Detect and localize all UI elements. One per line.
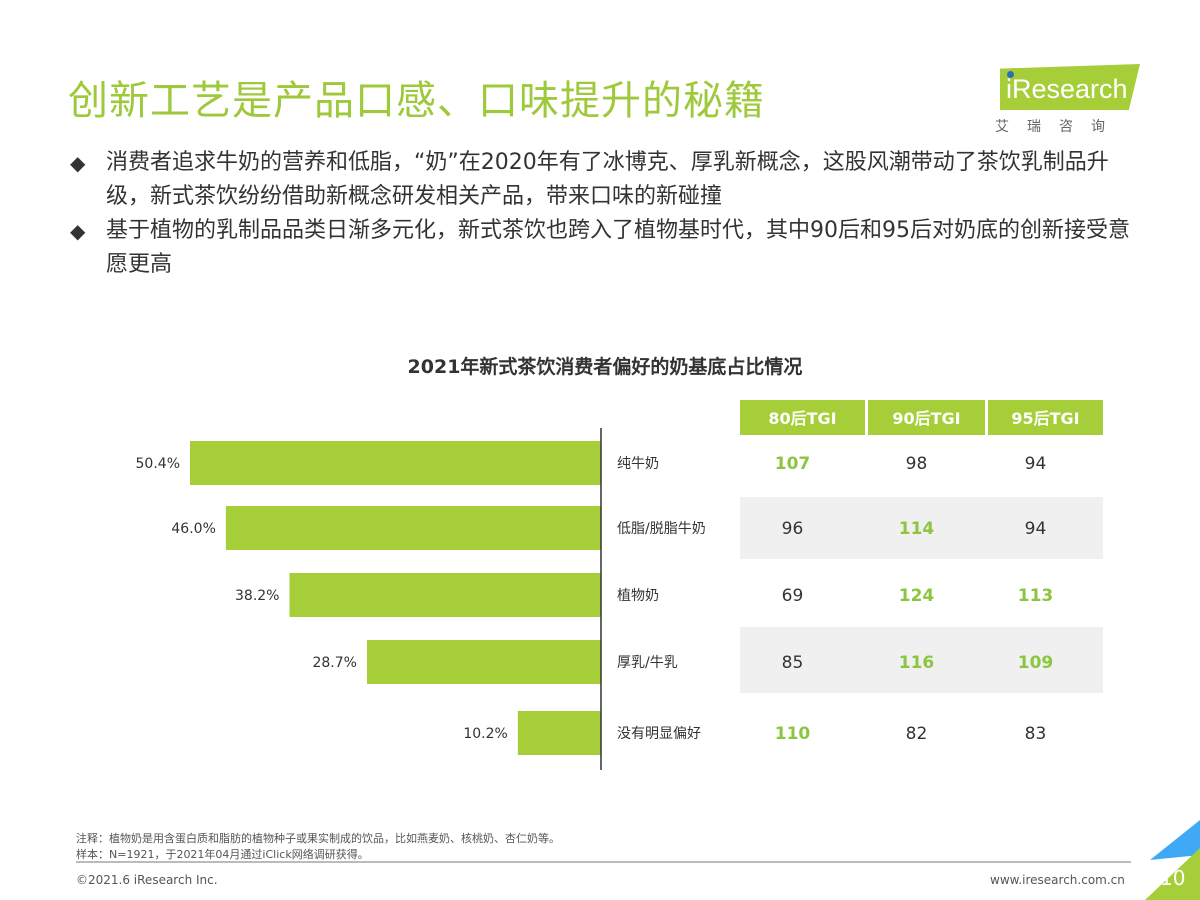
tgi-value: 96 — [782, 519, 804, 539]
tgi-value: 94 — [1025, 454, 1047, 474]
tgi-value: 113 — [1018, 586, 1054, 606]
page-number: 10 — [1160, 866, 1186, 890]
table-header-cell — [740, 400, 865, 435]
bullet-list: 消费者追求牛奶的营养和低脂，“奶”在2020年有了冰博克、厚乳新概念，这股风潮带… — [70, 146, 1150, 282]
bar-value-label: 46.0% — [171, 521, 215, 537]
divider — [76, 861, 1131, 863]
bar — [225, 506, 601, 550]
bar — [517, 711, 601, 755]
category-label: 植物奶 — [617, 588, 659, 604]
tgi-value: 114 — [899, 519, 935, 539]
bar — [366, 640, 601, 684]
copyright: ©2021.6 iResearch Inc. — [76, 873, 218, 887]
sample-note: 样本：N=1921，于2021年04月通过iClick网络调研获得。 — [76, 848, 369, 861]
tgi-value: 109 — [1018, 653, 1054, 673]
table-header-cell — [868, 400, 985, 435]
bar-value-label: 28.7% — [312, 655, 356, 671]
bar-value-label: 38.2% — [235, 588, 279, 604]
table-header-label: 80后TGI — [768, 409, 836, 428]
iresearch-logo: iResearch 艾瑞咨询 — [985, 60, 1145, 140]
tgi-value: 116 — [899, 653, 935, 673]
tgi-value: 110 — [775, 724, 811, 744]
tgi-value: 124 — [899, 586, 935, 606]
slide-title: 创新工艺是产品口感、口味提升的秘籍 — [68, 78, 765, 124]
tgi-value: 98 — [906, 454, 928, 474]
table-row-shading — [740, 627, 1103, 693]
tgi-value: 85 — [782, 653, 804, 673]
tgi-value: 82 — [906, 724, 928, 744]
table-row-shading — [740, 497, 1103, 559]
tgi-value: 107 — [775, 454, 811, 474]
table-header-cell — [988, 400, 1103, 435]
bar — [289, 573, 601, 617]
category-label: 低脂/脱脂牛奶 — [617, 521, 706, 537]
bullet-item: 消费者追求牛奶的营养和低脂，“奶”在2020年有了冰博克、厚乳新概念，这股风潮带… — [70, 146, 1150, 214]
bullet-item: 基于植物的乳制品品类日渐多元化，新式茶饮也跨入了植物基时代，其中90后和95后对… — [70, 214, 1150, 282]
website: www.iresearch.com.cn — [990, 873, 1125, 887]
category-label: 厚乳/牛乳 — [617, 655, 678, 671]
bar — [190, 441, 601, 485]
category-label: 纯牛奶 — [617, 456, 659, 472]
note: 注释：植物奶是用含蛋白质和脂肪的植物种子或果实制成的饮品，比如燕麦奶、核桃奶、杏… — [76, 832, 560, 845]
tgi-value: 83 — [1025, 724, 1047, 744]
tgi-value: 94 — [1025, 519, 1047, 539]
tgi-value: 69 — [782, 586, 804, 606]
table-header-label: 90后TGI — [892, 409, 960, 428]
bar-value-label: 50.4% — [136, 456, 180, 472]
bar-value-label: 10.2% — [463, 726, 507, 742]
table-header-label: 95后TGI — [1011, 409, 1079, 428]
category-label: 没有明显偏好 — [617, 726, 701, 742]
chart-title: 2021年新式茶饮消费者偏好的奶基底占比情况 — [407, 356, 803, 378]
